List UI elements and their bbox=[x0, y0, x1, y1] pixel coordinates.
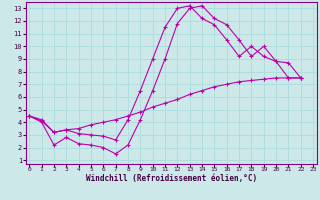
X-axis label: Windchill (Refroidissement éolien,°C): Windchill (Refroidissement éolien,°C) bbox=[86, 174, 257, 183]
